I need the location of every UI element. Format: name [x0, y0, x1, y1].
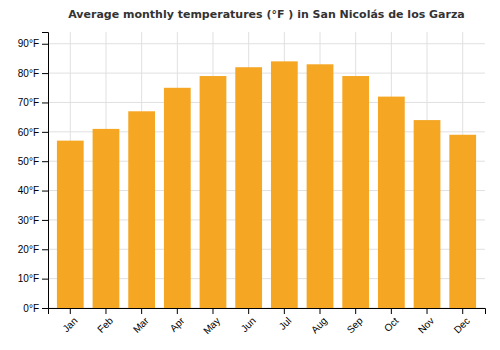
bar [93, 129, 120, 308]
x-tick-mark [284, 308, 285, 314]
bar [164, 88, 191, 308]
x-tick: Nov [416, 308, 436, 335]
y-tick-mark [42, 191, 48, 192]
x-tick: Feb [95, 308, 115, 335]
x-tick-label: Jul [277, 315, 294, 332]
x-tick-label: May [201, 315, 222, 336]
x-tick: May [201, 308, 222, 336]
y-tick-label: 10°F [18, 273, 39, 284]
y-tick-label: 80°F [18, 68, 39, 79]
x-tick: Dec [452, 308, 472, 335]
y-tick-mark [42, 161, 48, 162]
x-tick-label: Sep [345, 315, 366, 336]
x-tick: Jul [277, 308, 294, 332]
bar [449, 135, 476, 308]
bar [414, 120, 441, 308]
y-tick-label: 20°F [18, 244, 39, 255]
y-tick-mark [42, 249, 48, 250]
grid-line [48, 73, 485, 74]
x-tick: Apr [168, 308, 187, 334]
x-tick-mark [462, 308, 463, 314]
y-axis-line [42, 33, 49, 309]
y-tick-label: 60°F [18, 127, 39, 138]
y-tick-mark [42, 102, 48, 103]
bar [378, 97, 405, 308]
y-tick: 10°F [18, 273, 48, 284]
bar [342, 76, 369, 308]
y-tick-label: 30°F [18, 215, 39, 226]
x-tick-label: Feb [95, 315, 115, 335]
y-tick: 0°F [23, 303, 48, 314]
x-tick-label: Jan [60, 315, 79, 334]
y-tick-mark [42, 73, 48, 74]
x-tick-label: Jun [239, 315, 258, 334]
plot: 0°F 10°F 20°F 30°F 40°F 50°F 60°F 70°F 80°F 90°F J… [18, 32, 486, 336]
x-tick-label: Dec [452, 315, 472, 335]
bar [235, 67, 262, 308]
y-tick: 40°F [18, 185, 48, 196]
x-tick-mark [212, 308, 213, 314]
y-tick-label: 0°F [23, 303, 39, 314]
y-tick-label: 40°F [18, 185, 39, 196]
y-tick-mark [42, 279, 48, 280]
grid-line [48, 102, 485, 103]
y-tick-label: 70°F [18, 97, 39, 108]
x-tick: Aug [309, 308, 329, 335]
x-tick-mark [391, 308, 392, 314]
bar [200, 76, 227, 308]
x-tick-label: Oct [382, 315, 401, 334]
x-tick: Mar [131, 308, 151, 335]
y-tick: 50°F [18, 156, 48, 167]
x-tick-mark [355, 308, 356, 314]
title: Average monthly temperatures (°F ) in Sa… [68, 8, 465, 21]
y-tick: 90°F [18, 38, 48, 49]
y-tick-mark [42, 308, 48, 309]
y-tick-mark [42, 132, 48, 133]
y-axis: 0°F 10°F 20°F 30°F 40°F 50°F 60°F 70°F 80°F 90°F [18, 33, 49, 314]
y-tick: 70°F [18, 97, 48, 108]
bars [57, 61, 476, 308]
x-tick: Jan [60, 308, 79, 334]
x-tick: Jun [239, 308, 258, 334]
x-tick-label: Mar [131, 315, 151, 335]
x-tick-mark [248, 308, 249, 314]
x-tick-label: Aug [309, 315, 329, 335]
y-tick-label: 50°F [18, 156, 39, 167]
y-tick-mark [42, 220, 48, 221]
x-tick-mark [105, 308, 106, 314]
x-tick-mark [320, 308, 321, 314]
bar [128, 111, 155, 308]
y-tick-mark [42, 44, 48, 45]
y-tick: 80°F [18, 68, 48, 79]
chart: 0°F 10°F 20°F 30°F 40°F 50°F 60°F 70°F 80°F 90°F J… [0, 0, 500, 350]
x-tick-label: Nov [416, 315, 436, 335]
x-tick-mark [427, 308, 428, 314]
x-axis-line [49, 309, 486, 315]
x-tick-mark [141, 308, 142, 314]
x-tick-label: Apr [168, 315, 187, 334]
x-tick: Oct [382, 308, 401, 334]
y-tick: 20°F [18, 244, 48, 255]
bar [57, 141, 84, 308]
grid-line [48, 43, 485, 44]
x-axis: Jan Feb Mar Apr May Jun Jul Aug Sep Oct Nov Dec [49, 308, 486, 336]
bar [271, 61, 298, 308]
bar [307, 64, 334, 308]
x-tick-mark [177, 308, 178, 314]
y-tick: 60°F [18, 127, 48, 138]
grid [48, 32, 485, 308]
y-tick: 30°F [18, 215, 48, 226]
x-tick-mark [70, 308, 71, 314]
x-tick: Sep [345, 308, 366, 335]
y-tick-label: 90°F [18, 38, 39, 49]
